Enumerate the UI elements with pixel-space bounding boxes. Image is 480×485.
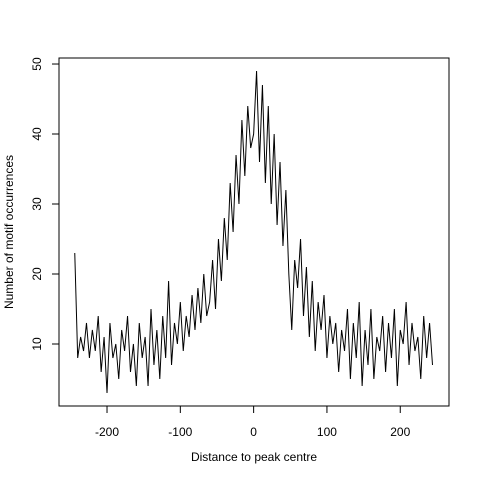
y-tick-label: 30 <box>30 197 44 211</box>
y-tick-label: 10 <box>30 337 44 351</box>
plot-box <box>58 57 450 407</box>
data-line <box>74 70 434 394</box>
x-tick-label: -200 <box>95 425 119 439</box>
y-tick-label: 20 <box>30 267 44 281</box>
y-tick-label: 40 <box>30 127 44 141</box>
y-tick-label: 50 <box>30 57 44 71</box>
x-tick-label: 100 <box>317 425 337 439</box>
x-tick-label: 0 <box>250 425 257 439</box>
y-axis-title: Number of motif occurrences <box>2 155 16 309</box>
x-tick-label: 200 <box>390 425 410 439</box>
x-axis-title: Distance to peak centre <box>191 450 317 464</box>
x-tick-label: -100 <box>168 425 192 439</box>
